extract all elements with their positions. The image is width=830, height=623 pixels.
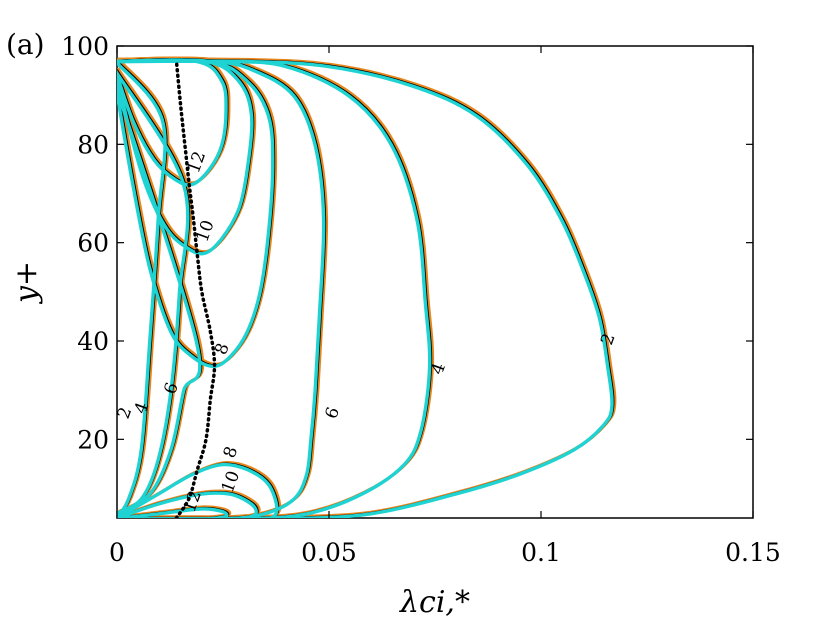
contour-lower-level-12-cyan <box>117 507 229 518</box>
contour-lower-level-8-cyan <box>117 462 279 518</box>
peak-trace-line <box>174 59 217 518</box>
contour-lower-level-4-cyan <box>117 70 190 516</box>
contour-upper-level-6-cyan <box>117 59 326 518</box>
contour-lower-level-2-cyan <box>117 60 167 518</box>
y-tick-label-3: 80 <box>77 130 109 159</box>
y-axis-title: y+ <box>9 261 44 305</box>
y-tick-label-2: 60 <box>77 229 109 258</box>
x-axis-title: λci,* <box>399 585 470 620</box>
contour-lower-level-6-cyan <box>117 84 202 516</box>
contour-upper-level-8-cyan <box>117 58 275 369</box>
x-tick-label-3: 0.15 <box>725 538 781 567</box>
y-tick-label-0: 20 <box>77 425 109 454</box>
x-tick-label-1: 0.05 <box>301 538 357 567</box>
peak-trace-layer <box>174 59 217 518</box>
contour-upper-level-12-cyan <box>117 58 228 187</box>
plot-frame <box>116 45 754 519</box>
contour-upper-level-4-cyan <box>117 59 432 518</box>
x-tick-label-2: 0.1 <box>521 538 561 567</box>
y-tick-label-4: 100 <box>61 32 109 61</box>
contour-upper-level-2-cyan <box>117 59 614 518</box>
x-tick-label-0: 0 <box>109 538 125 567</box>
y-axis-ticks: 20 40 60 80 100 <box>61 32 753 454</box>
x-axis-ticks: 0 0.05 0.1 0.15 <box>109 46 781 567</box>
contour-layer <box>117 56 617 518</box>
panel-label: (a) <box>6 28 45 61</box>
contour-lower-level-10-cyan <box>117 491 258 518</box>
y-tick-label-1: 40 <box>77 327 109 356</box>
contour-upper-level-10-cyan <box>117 58 254 256</box>
